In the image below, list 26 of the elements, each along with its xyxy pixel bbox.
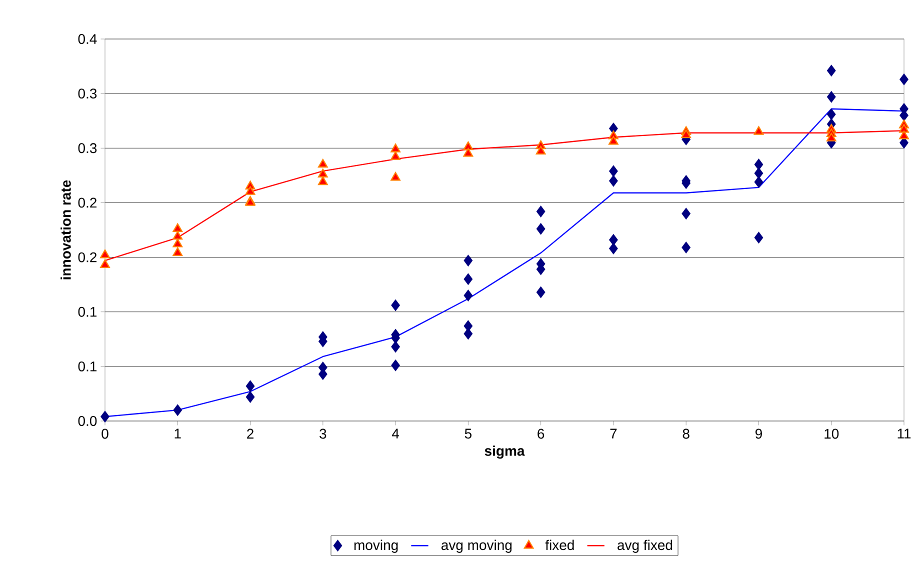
x-tick-label: 10 [824, 428, 839, 439]
legend-label: avg fixed [618, 540, 672, 553]
y-axis-title: innovation rate [60, 180, 71, 280]
y-tick-label: 0.3 [78, 143, 97, 154]
x-axis-title: sigma [484, 446, 525, 459]
y-tick-label: 0.2 [78, 252, 97, 262]
x-tick-label: 4 [392, 428, 400, 438]
legend-label: moving [354, 540, 398, 553]
x-tick-label: 1 [174, 428, 181, 438]
y-tick-label: 0.3 [78, 88, 97, 99]
y-tick-label: 0.4 [78, 34, 97, 44]
x-tick-label: 9 [755, 428, 762, 439]
x-tick-label: 8 [682, 428, 690, 439]
legend-label: fixed [545, 540, 574, 550]
legend-label: avg moving [441, 540, 512, 553]
x-tick-label: 6 [538, 428, 544, 439]
x-tick-label: 2 [247, 428, 254, 439]
x-tick-label: 3 [320, 428, 326, 439]
y-tick-label: 0.1 [78, 361, 97, 372]
y-tick-label: 0.1 [78, 306, 97, 317]
x-tick-label: 0 [102, 428, 108, 439]
x-tick-label: 11 [898, 428, 911, 438]
y-tick-label: 0.2 [78, 198, 97, 208]
y-tick-label: 0.0 [78, 416, 97, 426]
x-tick-label: 5 [464, 428, 472, 439]
x-tick-label: 7 [610, 428, 617, 438]
